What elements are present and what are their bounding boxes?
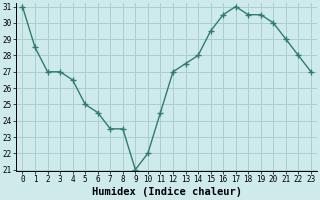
X-axis label: Humidex (Indice chaleur): Humidex (Indice chaleur) <box>92 187 242 197</box>
